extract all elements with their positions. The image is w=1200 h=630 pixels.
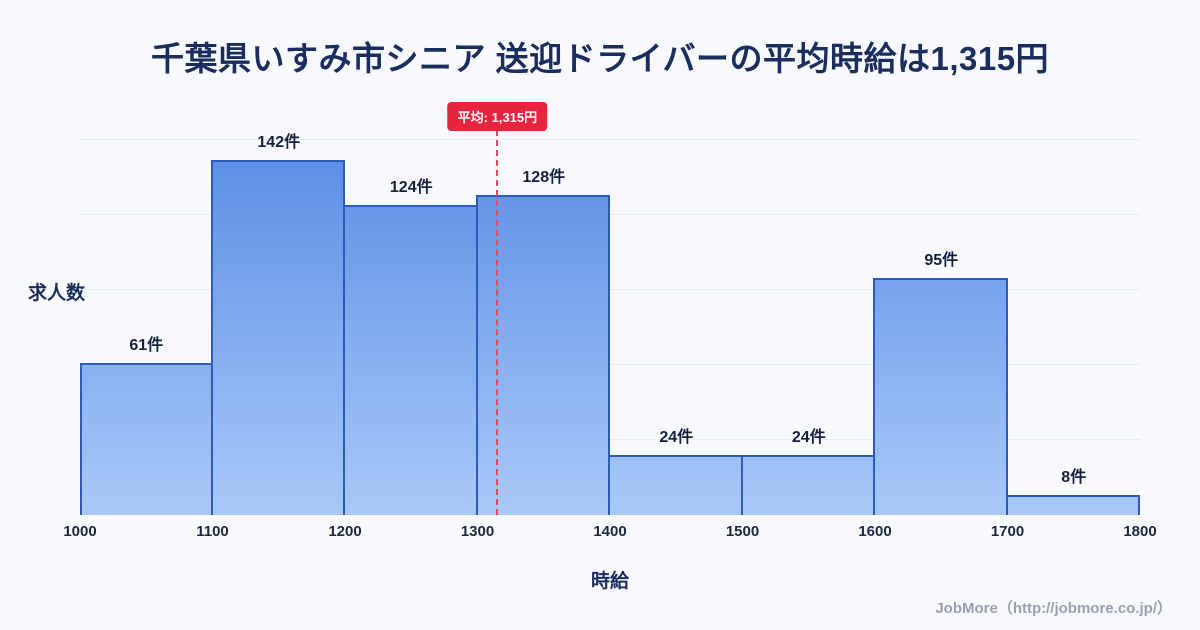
bar-value-label: 95件 <box>924 251 959 269</box>
x-tick-label: 1700 <box>990 523 1025 540</box>
x-tick-label: 1300 <box>460 523 495 540</box>
average-line <box>496 130 499 515</box>
x-tick-label: 1400 <box>593 523 627 540</box>
histogram-bar <box>80 362 213 515</box>
histogram-bar <box>608 455 743 515</box>
x-tick-label: 1000 <box>63 523 97 540</box>
bar-value-label: 124件 <box>389 179 433 196</box>
x-tick-label: 1100 <box>196 523 229 540</box>
bar-value-label: 128件 <box>522 169 566 186</box>
histogram-bar <box>873 277 1008 515</box>
plot-area: 平均: 1,315円 61件 142件 124件 128件 24件 24件 95件 8件 100… <box>63 100 1157 540</box>
x-axis-label: 時給 <box>590 571 629 592</box>
bar-value-label: 142件 <box>257 134 301 151</box>
bar-value-label: 61件 <box>129 336 164 354</box>
histogram-bar <box>740 455 875 515</box>
average-badge: 平均: 1,315円 <box>447 102 548 131</box>
gridline <box>80 214 1140 215</box>
x-tick-label: 1500 <box>725 523 760 540</box>
x-tick-label: 1600 <box>858 523 892 540</box>
bar-value-label: 24件 <box>659 429 694 446</box>
gridline <box>80 364 1140 365</box>
bar-value-label: 8件 <box>1061 469 1087 486</box>
histogram-bar <box>1005 495 1140 515</box>
x-tick-label: 1800 <box>1123 523 1157 540</box>
y-axis-label: 求人数 <box>28 283 86 304</box>
gridline <box>80 139 1140 140</box>
chart-title: 千葉県いすみ市シニア 送迎ドライバーの平均時給は1,315円 <box>150 40 1050 77</box>
bar-value-label: 24件 <box>791 429 826 446</box>
histogram-bar <box>210 160 345 515</box>
x-tick-label: 1200 <box>328 523 362 540</box>
gridline <box>80 439 1140 440</box>
footer-credit: JobMore（http://jobmore.co.jp/） <box>935 600 1172 617</box>
gridline <box>80 289 1140 290</box>
histogram-bar <box>343 205 478 515</box>
